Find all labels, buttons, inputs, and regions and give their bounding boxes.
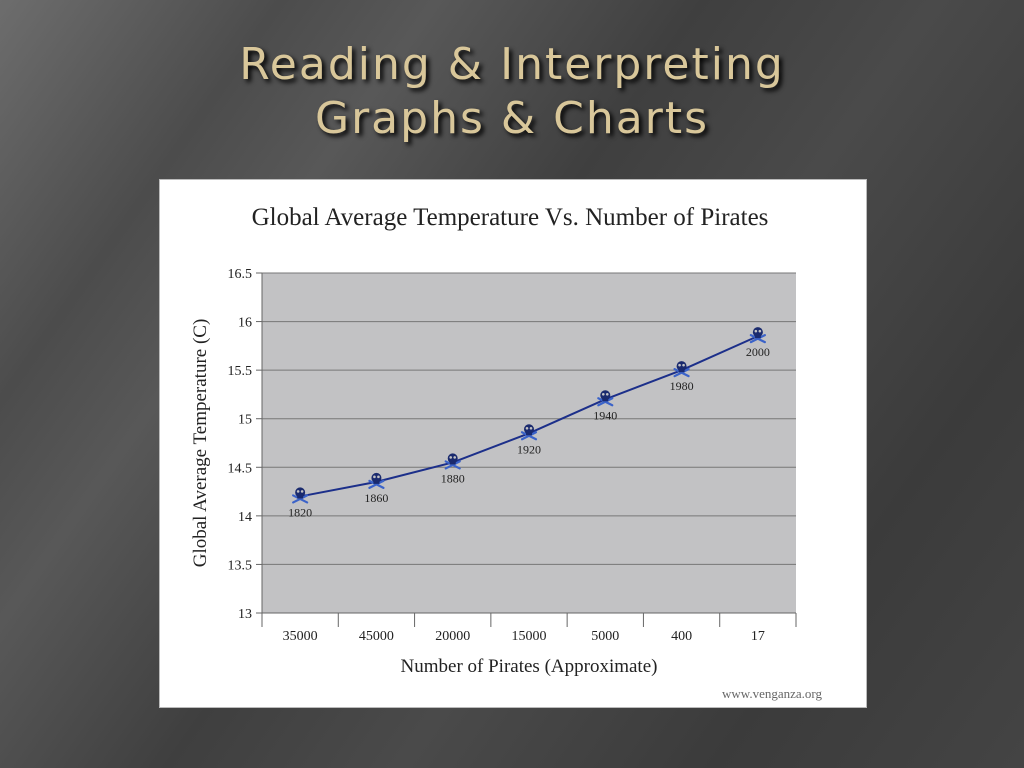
- skull-and-crossbones-icon: [444, 453, 461, 470]
- y-tick-label: 16.5: [228, 267, 253, 282]
- y-tick-label: 15: [238, 413, 252, 428]
- data-point-label: 1860: [364, 491, 388, 505]
- source-credit: www.venganza.org: [722, 686, 822, 701]
- chart: Global Average Temperature Vs. Number of…: [190, 204, 822, 701]
- data-point-label: 1820: [288, 505, 312, 519]
- y-axis: 13 13.5 14 14.5 15 15.5 16 16.5: [228, 267, 263, 622]
- x-tick-label: 15000: [512, 629, 547, 644]
- x-axis: 35000 45000 20000 15000 5000 400 17: [261, 612, 797, 644]
- x-tick-label: 400: [671, 629, 692, 644]
- skull-and-crossbones-icon: [368, 472, 385, 489]
- series: 1820 1860 1880 1920 1940 1980 2000: [288, 327, 770, 519]
- y-tick-label: 14: [238, 510, 252, 525]
- skull-and-crossbones-icon: [749, 327, 766, 344]
- x-axis-label: Number of Pirates (Approximate): [401, 656, 658, 677]
- slide-title-line2: Graphs & Charts: [314, 93, 709, 144]
- x-tick-label: 20000: [435, 629, 470, 644]
- x-tick-label: 17: [751, 629, 765, 644]
- chart-title: Global Average Temperature Vs. Number of…: [252, 204, 769, 231]
- y-tick-label: 16: [238, 316, 252, 331]
- slide-title: Reading & Interpreting Graphs & Charts: [0, 38, 1024, 146]
- skull-and-crossbones-icon: [520, 424, 538, 441]
- data-point-label: 1880: [441, 471, 465, 485]
- data-point-label: 1920: [517, 442, 541, 456]
- y-axis-label: Global Average Temperature (C): [190, 319, 211, 568]
- skull-and-crossbones-icon: [673, 361, 690, 378]
- x-tick-label: 35000: [283, 629, 318, 644]
- x-tick-label: 5000: [591, 629, 619, 644]
- skull-and-crossbones-icon: [292, 487, 309, 504]
- data-point-label: 1980: [670, 379, 694, 393]
- y-tick-label: 13: [238, 607, 252, 622]
- data-point-label: 1940: [593, 408, 617, 422]
- x-tick-label: 45000: [359, 629, 394, 644]
- data-point-label: 2000: [746, 345, 770, 359]
- y-tick-label: 14.5: [228, 461, 253, 476]
- slide-title-line1: Reading & Interpreting: [239, 39, 785, 90]
- skull-and-crossbones-icon: [597, 390, 614, 407]
- y-tick-label: 13.5: [228, 558, 253, 573]
- y-tick-label: 15.5: [228, 364, 253, 379]
- plot-area: [262, 273, 796, 613]
- chart-panel: Global Average Temperature Vs. Number of…: [159, 179, 867, 708]
